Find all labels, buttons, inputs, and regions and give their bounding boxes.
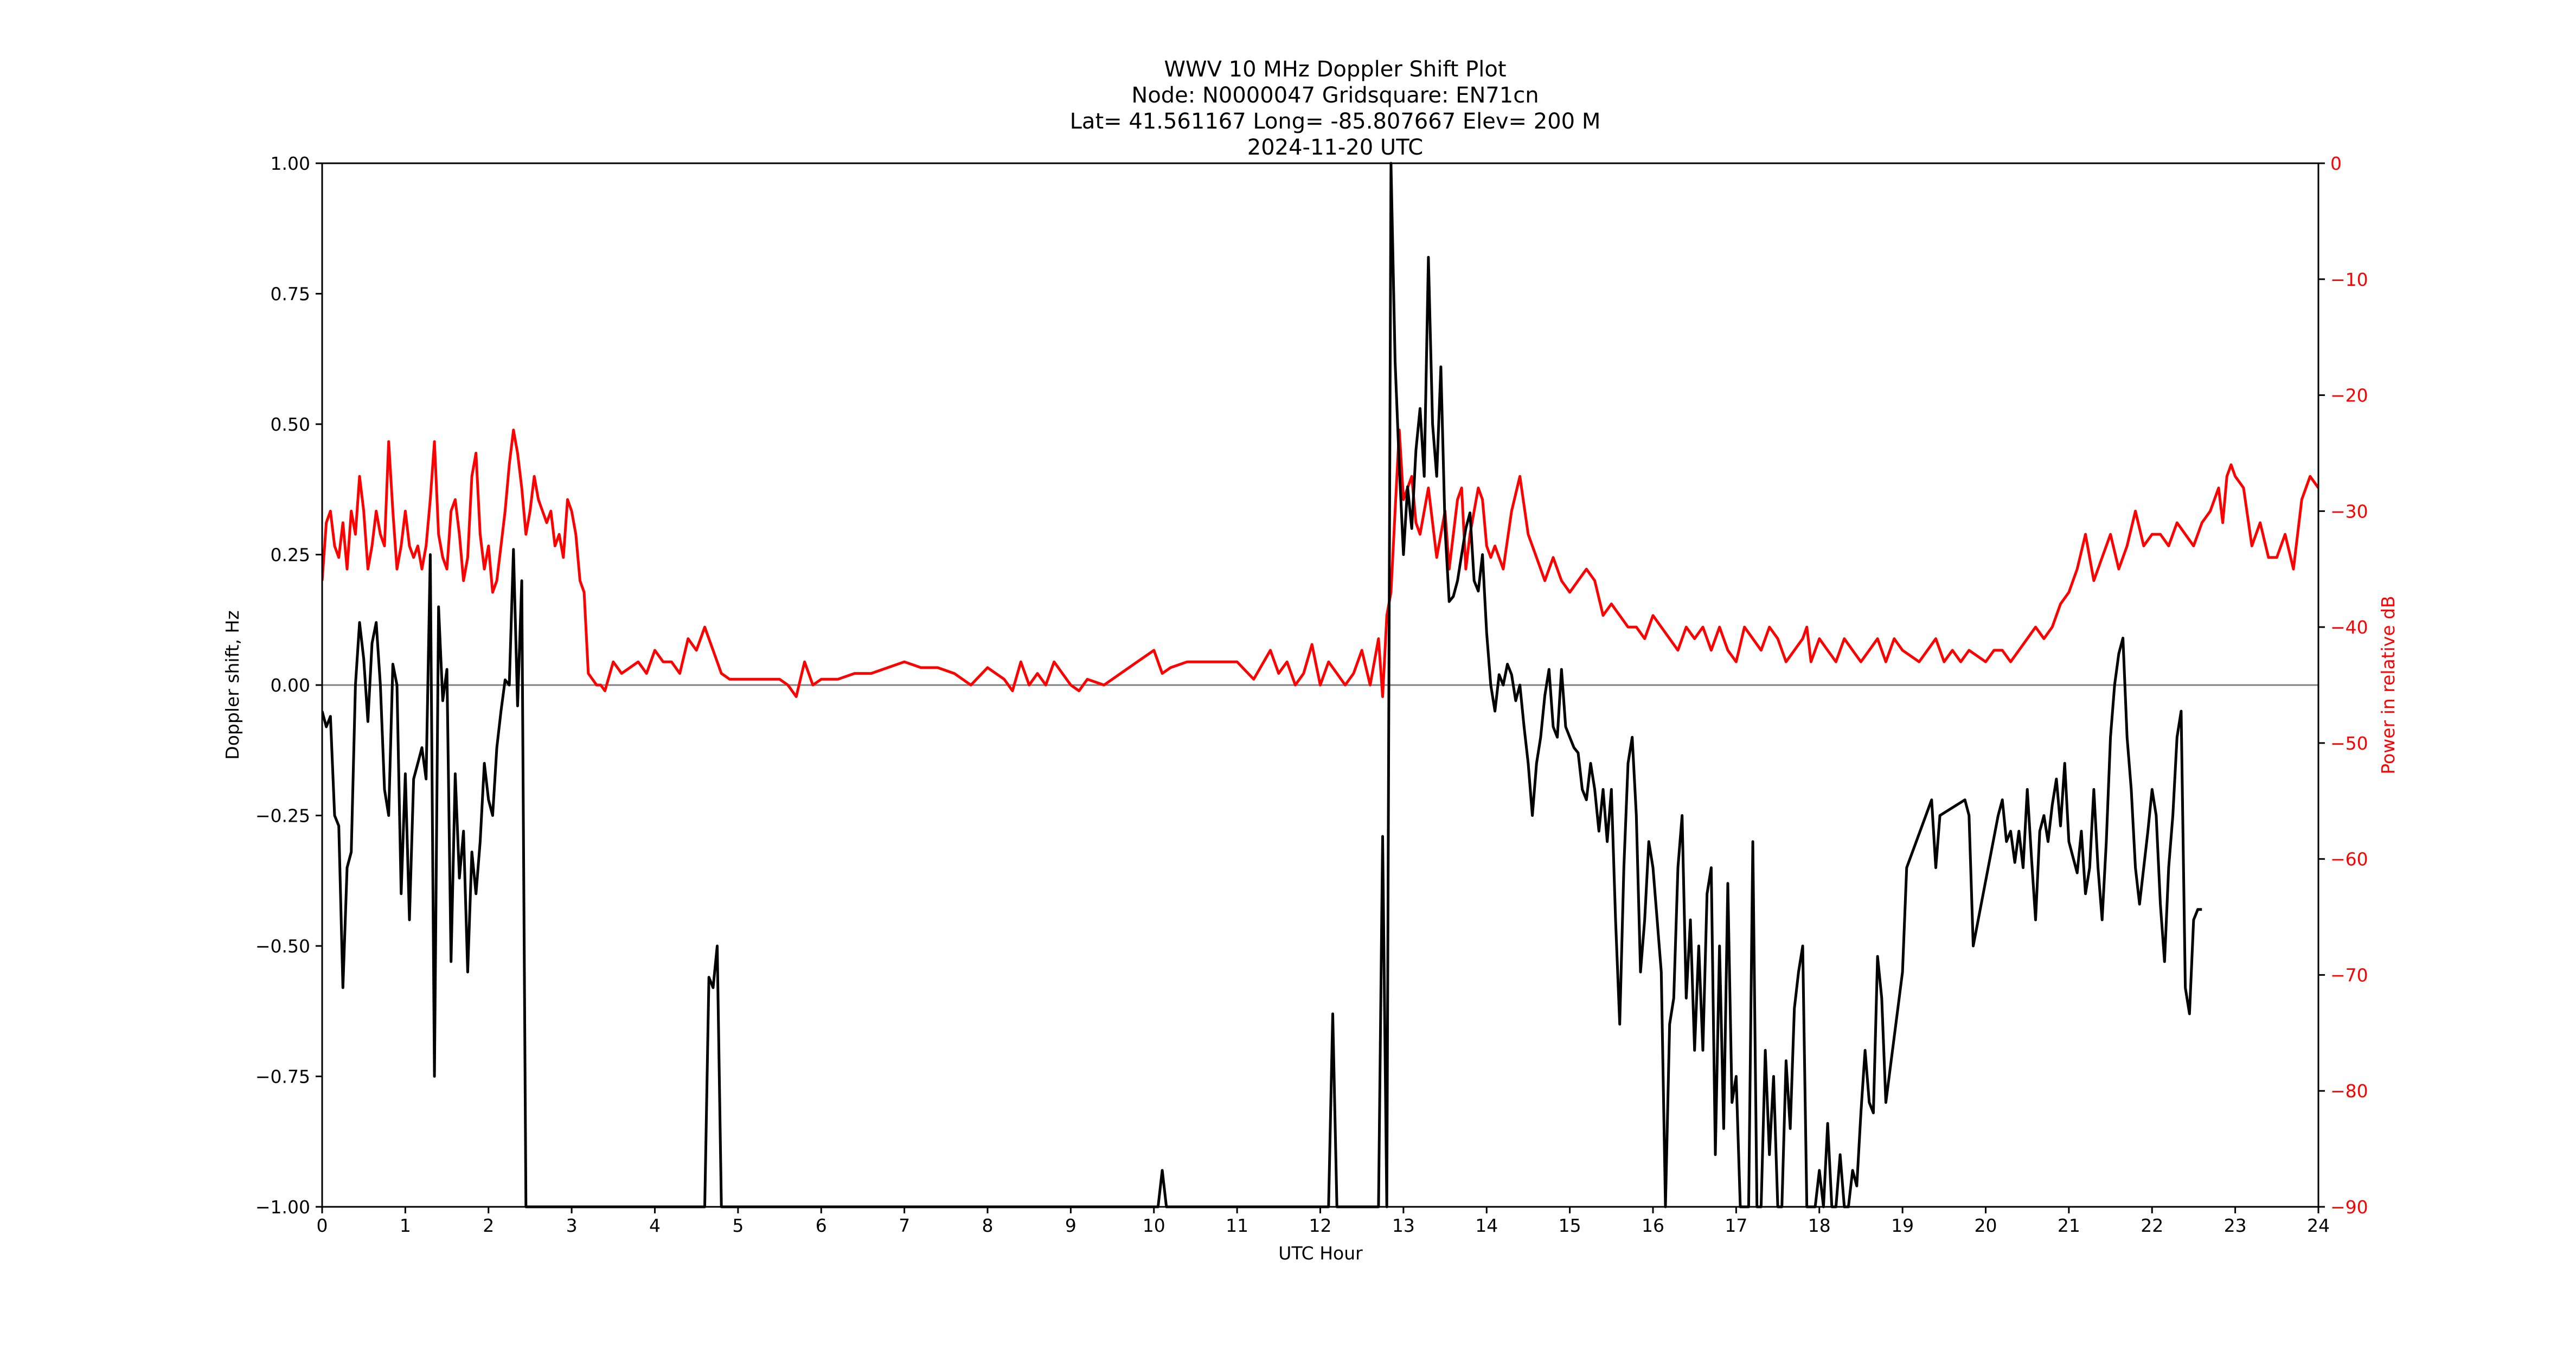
doppler-series-line bbox=[322, 162, 2202, 1208]
x-tick-label: 22 bbox=[2141, 1215, 2163, 1236]
x-tick-label: 15 bbox=[1559, 1215, 1581, 1236]
x-tick-label: 5 bbox=[732, 1215, 744, 1236]
chart-title: WWV 10 MHz Doppler Shift Plot bbox=[1164, 57, 1506, 82]
x-tick-label: 20 bbox=[1975, 1215, 1997, 1236]
y-tick-label: 0.00 bbox=[271, 675, 310, 696]
x-tick-label: 19 bbox=[1891, 1215, 1914, 1236]
y-tick-label: 0.75 bbox=[271, 284, 310, 305]
x-tick-label: 7 bbox=[899, 1215, 910, 1236]
left-y-axis-label: Doppler shift, Hz bbox=[222, 610, 243, 759]
x-tick-label: 0 bbox=[317, 1215, 328, 1236]
x-tick-label: 1 bbox=[400, 1215, 411, 1236]
y2-tick-label: −90 bbox=[2330, 1197, 2368, 1218]
x-tick-label: 4 bbox=[649, 1215, 661, 1236]
y-tick-label: 0.50 bbox=[271, 414, 310, 435]
y-tick-label: −0.25 bbox=[255, 805, 310, 827]
power-series-line bbox=[322, 428, 2318, 698]
x-tick-label: 2 bbox=[483, 1215, 494, 1236]
x-tick-label: 13 bbox=[1392, 1215, 1415, 1236]
y2-tick-label: −30 bbox=[2330, 501, 2368, 522]
x-tick-label: 23 bbox=[2224, 1215, 2247, 1236]
y-tick-label: −1.00 bbox=[255, 1197, 310, 1218]
chart-title-block: WWV 10 MHz Doppler Shift Plot Node: N000… bbox=[1070, 57, 1601, 160]
chart-subtitle-date: 2024-11-20 UTC bbox=[1247, 135, 1423, 160]
x-tick-label: 16 bbox=[1642, 1215, 1664, 1236]
x-tick-label: 8 bbox=[982, 1215, 994, 1236]
y-tick-label: −0.75 bbox=[255, 1066, 310, 1088]
x-tick-label: 21 bbox=[2058, 1215, 2080, 1236]
x-tick-label: 18 bbox=[1808, 1215, 1831, 1236]
chart-subtitle-location: Lat= 41.561167 Long= -85.807667 Elev= 20… bbox=[1070, 109, 1601, 134]
y2-tick-label: −40 bbox=[2330, 617, 2368, 638]
y-tick-label: −0.50 bbox=[255, 936, 310, 957]
x-tick-label: 3 bbox=[566, 1215, 578, 1236]
chart-subtitle-node: Node: N0000047 Gridsquare: EN71cn bbox=[1131, 83, 1539, 108]
x-tick-label: 10 bbox=[1143, 1215, 1165, 1236]
x-tick-label: 24 bbox=[2307, 1215, 2330, 1236]
x-tick-label: 6 bbox=[816, 1215, 827, 1236]
y2-tick-label: 0 bbox=[2330, 153, 2342, 174]
x-axis: 0 1 2 3 4 5 6 7 8 9 10 11 12 13 14 15 16 17 18 19 20 21 22 23 24 bbox=[317, 1207, 2330, 1236]
y-tick-label: 0.25 bbox=[271, 545, 310, 566]
x-tick-label: 9 bbox=[1065, 1215, 1076, 1236]
x-axis-label: UTC Hour bbox=[1278, 1243, 1363, 1264]
x-tick-label: 14 bbox=[1475, 1215, 1498, 1236]
right-y-axis-label: Power in relative dB bbox=[2378, 596, 2399, 774]
y2-tick-label: −20 bbox=[2330, 385, 2368, 406]
y-tick-label: 1.00 bbox=[271, 153, 310, 174]
x-tick-label: 11 bbox=[1226, 1215, 1248, 1236]
y2-tick-label: −10 bbox=[2330, 269, 2368, 290]
left-y-axis: 1.00 0.75 0.50 0.25 0.00 −0.25 −0.50 −0.75 −1.00 bbox=[255, 153, 322, 1218]
x-tick-label: 12 bbox=[1309, 1215, 1332, 1236]
right-y-axis: 0 −10 −20 −30 −40 −50 −60 −70 −80 −90 bbox=[2318, 153, 2368, 1218]
y2-tick-label: −80 bbox=[2330, 1080, 2368, 1102]
y2-tick-label: −50 bbox=[2330, 733, 2368, 754]
x-tick-label: 17 bbox=[1725, 1215, 1747, 1236]
y2-tick-label: −70 bbox=[2330, 964, 2368, 986]
y2-tick-label: −60 bbox=[2330, 849, 2368, 870]
